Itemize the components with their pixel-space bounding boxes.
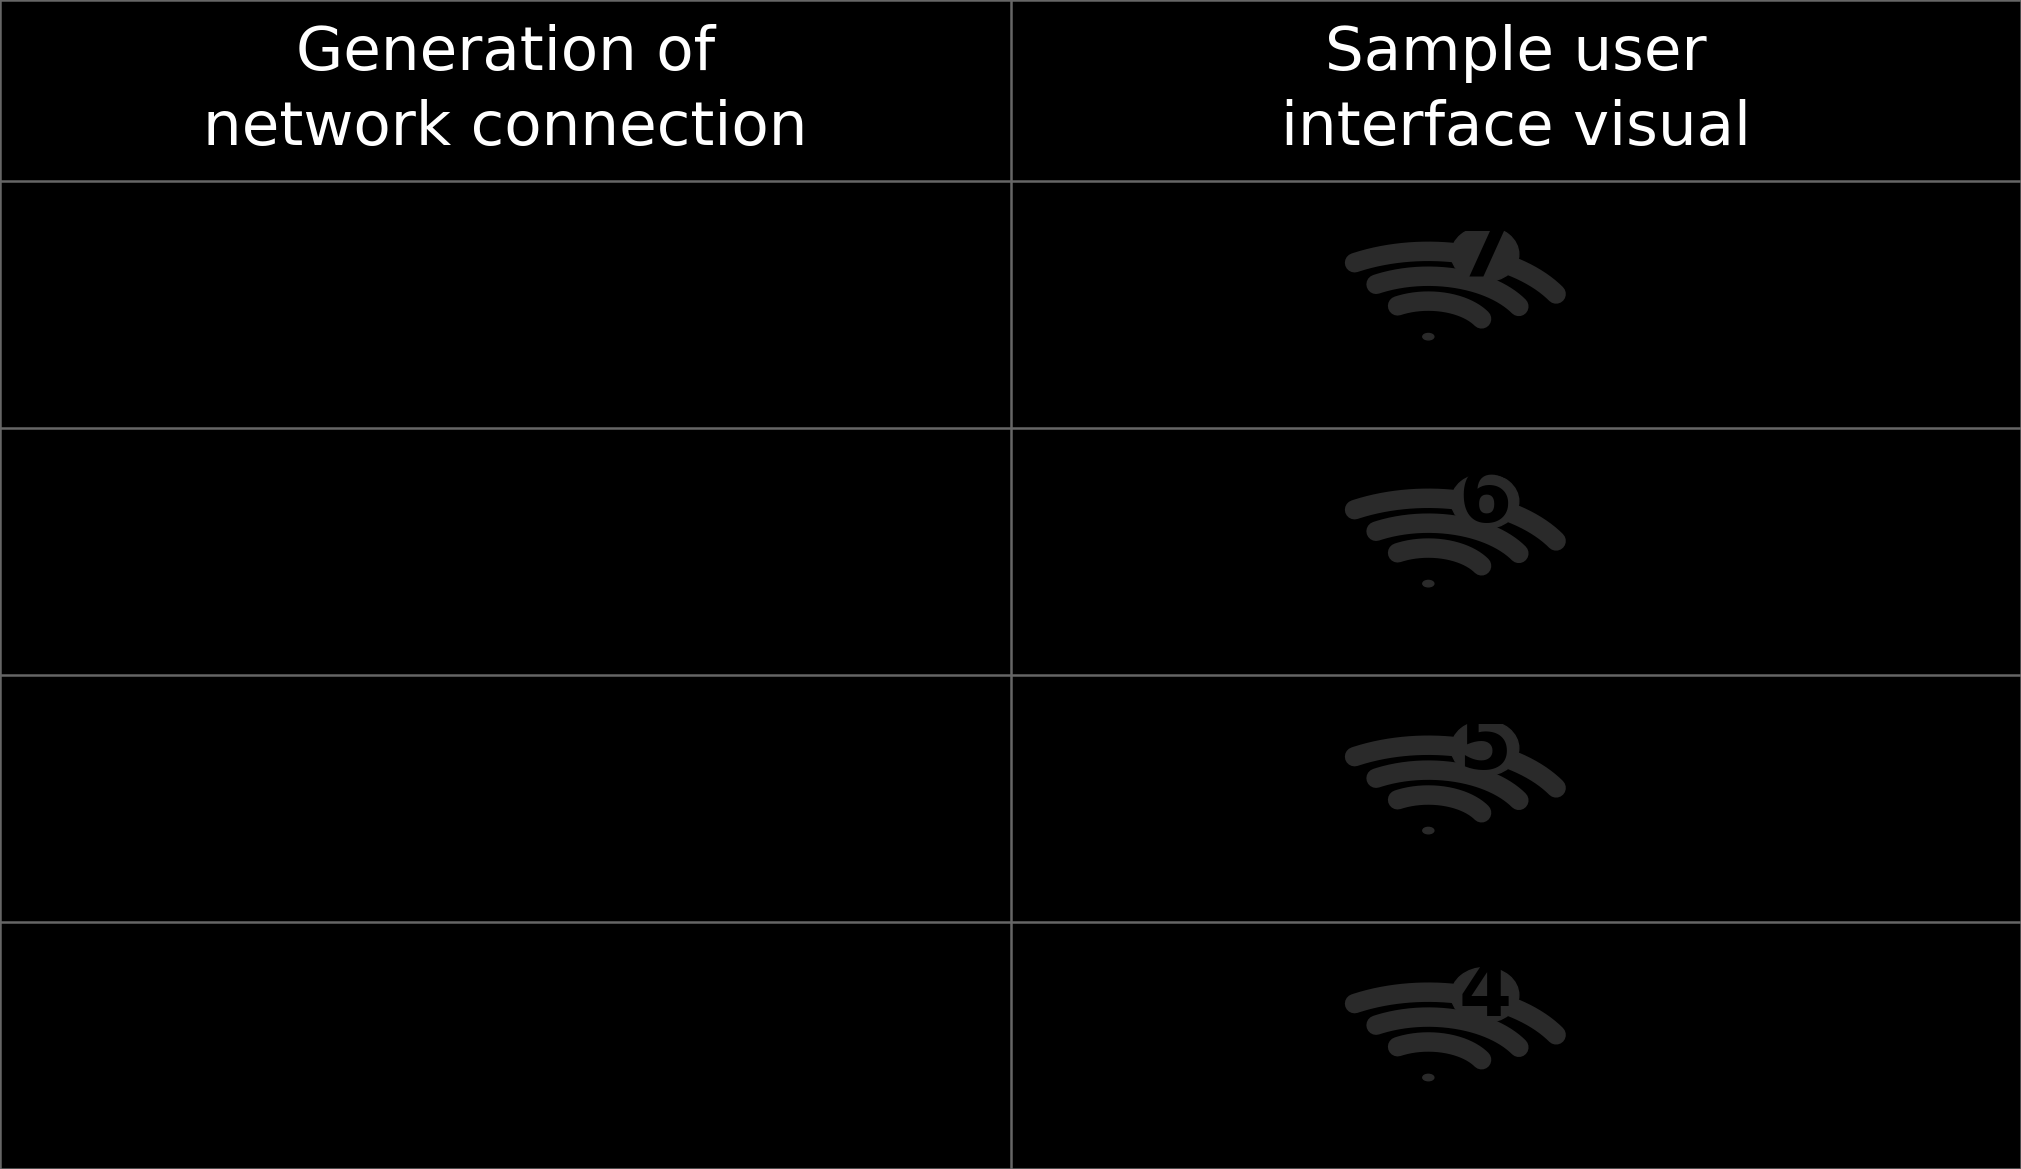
Ellipse shape <box>1451 720 1520 776</box>
Text: 7: 7 <box>1459 217 1512 291</box>
Circle shape <box>1423 1074 1433 1080</box>
Text: Generation of
network connection: Generation of network connection <box>202 23 808 158</box>
Text: 6: 6 <box>1459 464 1512 538</box>
Ellipse shape <box>1451 227 1520 282</box>
Circle shape <box>1423 581 1433 587</box>
Ellipse shape <box>1451 968 1520 1023</box>
Text: Sample user
interface visual: Sample user interface visual <box>1281 23 1750 158</box>
Circle shape <box>1423 333 1433 340</box>
Circle shape <box>1423 828 1433 833</box>
Ellipse shape <box>1451 473 1520 528</box>
Text: 4: 4 <box>1459 959 1512 1032</box>
Text: 5: 5 <box>1459 711 1512 786</box>
